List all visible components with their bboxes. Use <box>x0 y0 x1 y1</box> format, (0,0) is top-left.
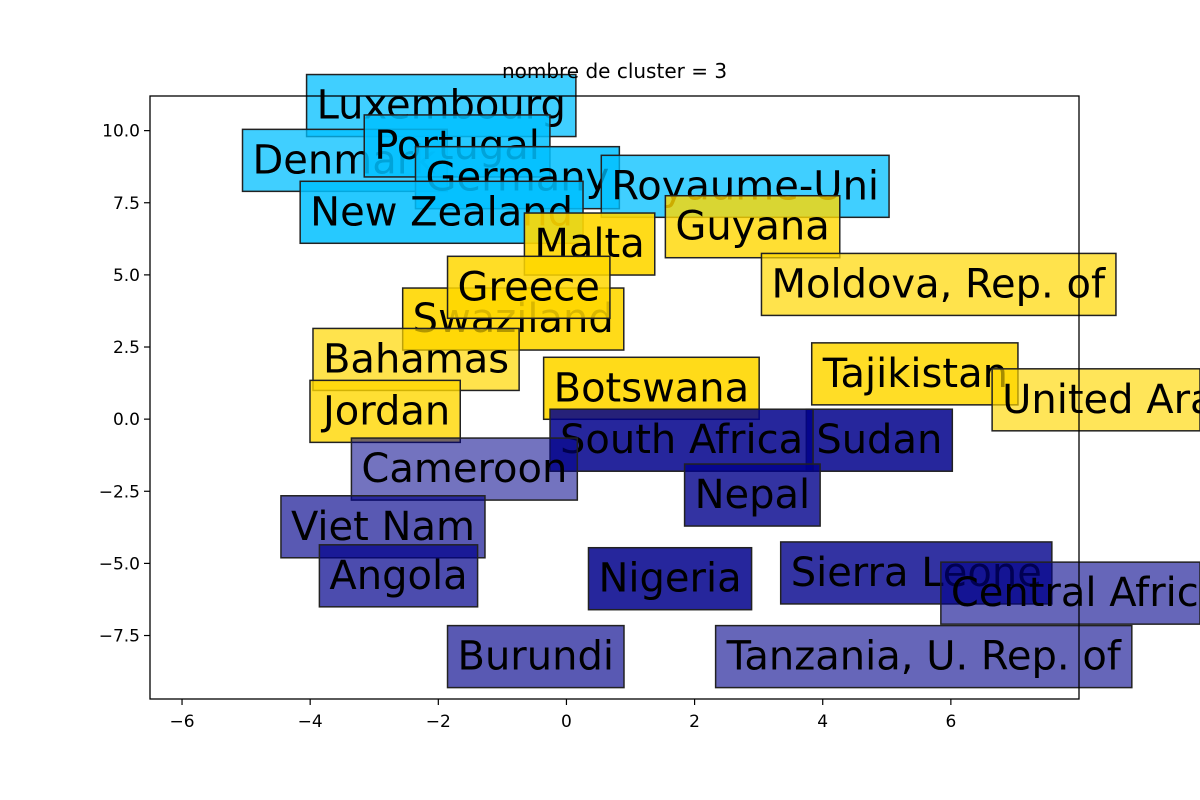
data-point: Moldova, Rep. of <box>760 252 1117 317</box>
y-tick-label: −5.0 <box>99 554 140 574</box>
data-point-label: Burundi <box>458 634 614 680</box>
data-point-label: Cameroon <box>361 446 567 492</box>
data-point-box <box>446 255 611 320</box>
y-tick-label: 7.5 <box>113 194 140 214</box>
data-point-box <box>549 408 814 472</box>
data-point: Tanzania, U. Rep. of <box>714 624 1133 689</box>
data-point-label: Guyana <box>675 204 829 250</box>
data-point-label: Greece <box>458 264 600 310</box>
data-point: Guyana <box>664 194 841 259</box>
data-point-box <box>991 368 1200 432</box>
x-tick-label: 0 <box>561 712 572 732</box>
data-point: Cameroon <box>350 437 579 501</box>
x-tick-label: −4 <box>298 712 323 732</box>
data-point-label: Bahamas <box>323 336 509 382</box>
data-point: Nigeria <box>587 546 753 611</box>
data-point-label: Botswana <box>554 365 750 411</box>
x-tick-label: 4 <box>817 712 828 732</box>
x-tick-label: −2 <box>426 712 451 732</box>
data-point: Angola <box>318 544 479 608</box>
data-point-box <box>805 408 954 472</box>
y-tick-label: 10.0 <box>102 122 140 142</box>
data-point: Tajikistan <box>810 342 1019 406</box>
data-point: South Africa <box>549 408 814 472</box>
data-point-box <box>587 546 753 611</box>
point-labels-layer: LuxembourgDenmarkPortugalGermanyRoyaume-… <box>241 73 1200 689</box>
y-tick-label: 0.0 <box>113 410 140 430</box>
data-point-label: Nigeria <box>598 556 741 602</box>
x-tick-label: 2 <box>689 712 700 732</box>
data-point-box <box>940 561 1200 625</box>
y-tick-label: −7.5 <box>99 627 140 647</box>
data-point-box <box>309 379 462 444</box>
data-point-box <box>446 624 625 689</box>
data-point: Central African Rep. <box>940 561 1200 625</box>
data-point-box <box>318 544 479 608</box>
data-point-label: United Arab Emirates <box>1002 377 1200 423</box>
y-tick-label: 2.5 <box>113 338 140 358</box>
data-point-label: Moldova, Rep. of <box>771 261 1105 307</box>
chart-title: nombre de cluster = 3 <box>502 59 727 83</box>
data-point: Greece <box>446 255 611 320</box>
data-point-box <box>683 463 821 527</box>
data-point-label: Central African Rep. <box>951 570 1200 616</box>
x-tick-label: −6 <box>170 712 195 732</box>
data-point-box <box>810 342 1019 406</box>
data-point-label: Tanzania, U. Rep. of <box>726 634 1122 680</box>
axes-frame <box>149 95 1080 700</box>
x-tick-label: 6 <box>945 712 956 732</box>
data-point: United Arab Emirates <box>991 368 1200 432</box>
ticks-layer: −6 −4 −2 0 2 4 6 −7.5 −5.0 −2.5 0.0 2.5 5.0 7.5 10.0 <box>99 122 957 732</box>
data-point: Viet Nam <box>280 495 486 559</box>
data-point-label: Viet Nam <box>291 504 475 550</box>
data-point-label: Angola <box>329 553 467 599</box>
data-point-label: Nepal <box>695 472 811 518</box>
data-point: Burundi <box>446 624 625 689</box>
data-point-label: Tajikistan <box>822 351 1008 397</box>
data-point-label: South Africa <box>560 417 803 463</box>
data-point: Nepal <box>683 463 821 527</box>
y-tick-label: 5.0 <box>113 266 140 286</box>
data-point-label: Sudan <box>816 417 942 463</box>
data-point-box <box>760 252 1117 317</box>
y-tick-label: −2.5 <box>99 482 140 502</box>
data-point-box <box>664 194 841 259</box>
data-point: Jordan <box>309 379 462 444</box>
data-point-label: Jordan <box>320 388 450 434</box>
data-point-box <box>714 624 1133 689</box>
data-point: Sudan <box>805 408 954 472</box>
